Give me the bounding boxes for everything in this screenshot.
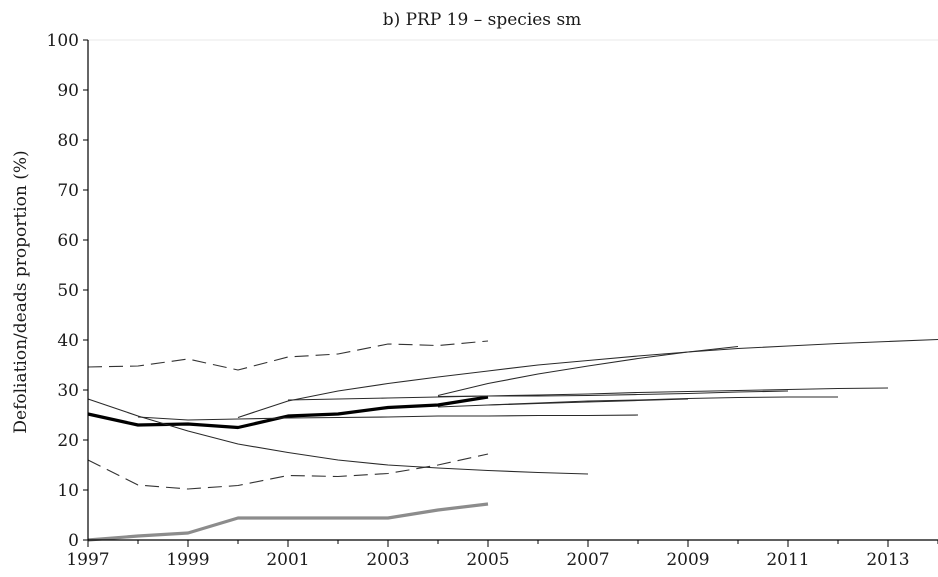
series-line-2: [87, 502, 489, 542]
y-tick-label: 50: [57, 281, 79, 301]
x-tick-label: 2001: [266, 550, 309, 570]
x-tick-label: 2013: [866, 550, 909, 570]
x-tick-label: 2011: [766, 550, 809, 570]
series-group: [87, 338, 938, 542]
y-tick-label: 20: [57, 431, 79, 451]
series-line-12: [487, 398, 689, 406]
x-tick-label: 2005: [466, 550, 509, 570]
series-line-9: [437, 345, 739, 397]
y-axis-label: Defoliation/deads proportion (%): [11, 150, 31, 433]
series-line-5: [87, 398, 589, 475]
y-tick-label: 40: [57, 331, 79, 351]
x-tick-label: 1999: [166, 550, 209, 570]
chart-title: b) PRP 19 – species sm: [383, 10, 582, 30]
y-axis-label-group: Defoliation/deads proportion (%): [11, 150, 31, 433]
y-tick-label: 80: [57, 131, 79, 151]
series-line-11: [437, 390, 789, 398]
y-tick-label: 100: [47, 31, 79, 51]
y-tick-label: 90: [57, 81, 79, 101]
x-tick-label: 2007: [566, 550, 609, 570]
series-line-6: [137, 414, 639, 421]
series-line-10: [437, 396, 838, 408]
series-line-4: [87, 453, 489, 490]
y-tick-label: 30: [57, 381, 79, 401]
x-tick-label: 2009: [666, 550, 709, 570]
y-tick-label: 70: [57, 181, 79, 201]
ticks-group: 0 10 20 30 40 50 60 70 80 90 100 1997 1999 2001 2003 20…: [47, 31, 938, 570]
y-tick-label: 0: [68, 531, 79, 551]
series-line-7: [237, 338, 938, 419]
y-tick-label: 60: [57, 231, 79, 251]
y-tick-label: 10: [57, 481, 79, 501]
axes-group: [87, 40, 938, 541]
series-line-3: [87, 340, 489, 371]
x-tick-label: 2003: [366, 550, 409, 570]
series-line-8: [287, 387, 889, 401]
x-tick-label: 1997: [66, 550, 109, 570]
series-line-1: [87, 395, 489, 430]
